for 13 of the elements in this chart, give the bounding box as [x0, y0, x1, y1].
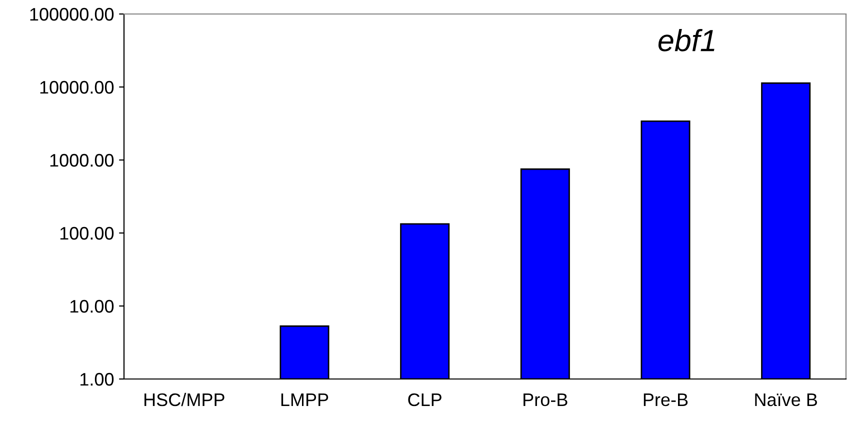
chart-title: ebf1 [658, 28, 714, 52]
x-tick-label: CLP [408, 393, 442, 406]
y-tick-label: 100.00 [60, 226, 114, 240]
y-tick-label: 10000.00 [40, 80, 114, 94]
y-tick-label: 10.00 [70, 300, 114, 313]
x-tick-label: Pre-B [644, 394, 688, 406]
x-tick-label: Pro-B [524, 394, 568, 406]
x-tick-label: Naïve B [755, 394, 817, 406]
y-tick-label: 1000.00 [50, 154, 114, 167]
y-tick-label: 1.00 [80, 372, 114, 386]
x-tick-label: HSC/MPP [144, 392, 224, 406]
y-tick-label: 100000.00 [30, 8, 114, 21]
x-tick-label: LMPP [281, 394, 328, 406]
